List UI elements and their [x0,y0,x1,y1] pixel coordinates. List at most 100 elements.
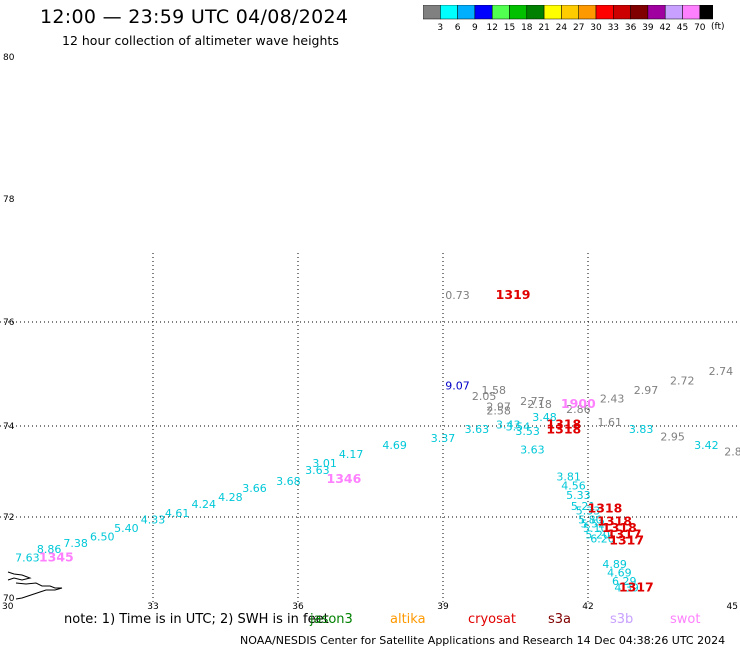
color-scale-label: 12 [486,23,497,33]
color-scale-label: 39 [642,23,654,33]
pass-time-label: 1900 [561,396,596,411]
color-scale-label: 21 [538,23,549,33]
swh-value-label: 6.20 [590,533,615,546]
satellite-legend-swot: swot [670,612,701,627]
swh-value-label: 3.42 [694,439,719,452]
swh-value-label: 5.20 [585,528,610,541]
swh-value-label: 5.33 [566,489,591,502]
swh-value-label: 2.77 [520,395,545,408]
swh-value-label: 2.43 [600,393,625,406]
latitude-tick-label: 76 [3,318,15,328]
swh-value-label: 4.89 [602,558,627,571]
latitude-tick-label: 70 [3,594,15,604]
satellite-legend-s3b: s3b [610,612,634,627]
swh-value-label: 2.8 [724,446,740,459]
swh-value-label: 7.63 [15,552,40,565]
pass-time-label: 1317 [607,526,642,541]
swh-value-label: 4.28 [218,491,243,504]
color-scale-label: 15 [504,23,515,33]
longitude-tick-label: 42 [582,602,593,612]
pass-time-label: 1318 [597,514,632,529]
swh-value-label: 4.33 [141,513,166,526]
swh-value-label: 3.01 [312,457,337,470]
swh-value-label: 4.61 [165,507,190,520]
swh-value-label: 3.54 [506,421,531,434]
color-swatch [699,5,713,20]
swh-value-label: 2.95 [660,431,685,444]
swh-value-label: 5.40 [114,522,139,535]
color-scale-label: 3 [437,23,443,33]
credit-line: NOAA/NESDIS Center for Satellite Applica… [240,634,726,647]
swh-value-label: 8.86 [37,543,62,556]
swh-value-label: 2.18 [527,398,552,411]
swh-value-label: 3.63 [520,443,545,456]
swh-value-label: 3.66 [242,482,267,495]
latitude-tick-label: 80 [3,53,15,63]
pass-time-label: 1318 [546,422,581,437]
color-scale-label: 24 [556,23,568,33]
pass-time-label: 1317 [619,579,654,594]
swh-value-label: 1.61 [598,416,623,429]
latitude-tick-label: 78 [3,195,15,205]
pass-time-label: 1317 [609,533,644,548]
swh-value-label: 2.58 [486,405,511,418]
color-scale-label: 9 [472,23,478,33]
color-scale-label: 42 [659,23,670,33]
longitude-tick-label: 33 [147,602,158,612]
swh-value-label: 1.58 [482,384,507,397]
longitude-tick-label: 39 [437,602,449,612]
map-grid [0,253,740,602]
swh-value-label: 2.72 [670,374,695,387]
swh-value-label: 3.37 [431,432,456,445]
swh-value-label: 4.24 [192,498,217,511]
swh-value-label: 3.48 [532,411,557,424]
swh-value-label: 2.74 [709,365,734,378]
swh-value-label: 3.43 [496,418,521,431]
swh-value-label: 6.29 [612,575,637,588]
color-scale-label: 27 [573,23,584,33]
swh-value-label: 3.68 [276,475,301,488]
satellite-legend-altika: altika [390,612,426,627]
swh-value-label: 2.05 [472,390,497,403]
swh-value-label: 2.97 [486,400,511,413]
pass-time-label: 1318 [546,416,581,431]
latitude-tick-label: 74 [3,422,15,432]
color-scale-label: 6 [455,23,461,33]
color-scale-unit: (ft) [711,22,725,32]
satellite-legend-s3a: s3a [548,612,572,627]
pass-time-labels: 1319190013181318134613451318131813181317… [39,287,654,594]
swh-value-label: 3.81 [556,471,581,484]
swh-value-label: 9.07 [445,380,470,393]
footnote: note: 1) Time is in UTC; 2) SWH is in fe… [64,612,329,627]
swh-value-label: 5.80 [578,513,603,526]
swh-value-label: 3.53 [515,425,540,438]
pass-time-label: 1318 [588,500,623,515]
pass-time-label: 1346 [327,471,362,486]
swh-value-label: 4.69 [607,567,632,580]
swh-value-label: 3.63 [305,464,330,477]
coastline [7,571,63,600]
swh-value-label: 5.33 [576,505,601,518]
swh-value-label: 4.39 [614,581,639,594]
color-scale-label: 30 [590,23,602,33]
longitude-tick-label: 45 [727,602,738,612]
swh-value-label: 0.73 [445,289,470,302]
color-scale-label: 45 [677,23,688,33]
pass-time-label: 1318 [602,520,637,535]
swh-value-label: 3.63 [465,423,490,436]
swh-value-label: 4.17 [339,448,364,461]
swh-value-label: 7.38 [63,537,88,550]
swh-value-label: 4.69 [382,439,407,452]
swh-value-label: 4.56 [561,480,586,493]
color-scale-label: 33 [608,23,619,33]
color-scale-bar: 3 6 9 12 15 18 21 24 27 30 33 36 39 42 45 70 [423,5,713,33]
pass-time-label: 1345 [39,550,74,565]
color-scale-label: 70 [694,23,706,33]
map-axes: 30 33 36 39 42 45 70 72 74 76 78 80 [2,53,738,612]
longitude-tick-label: 36 [292,602,304,612]
color-scale-label: 18 [521,23,533,33]
map-subtitle: 12 hour collection of altimeter wave hei… [62,33,339,48]
swh-value-label: 5.21 [571,500,596,513]
satellite-legend-cryosat: cryosat [468,612,516,627]
